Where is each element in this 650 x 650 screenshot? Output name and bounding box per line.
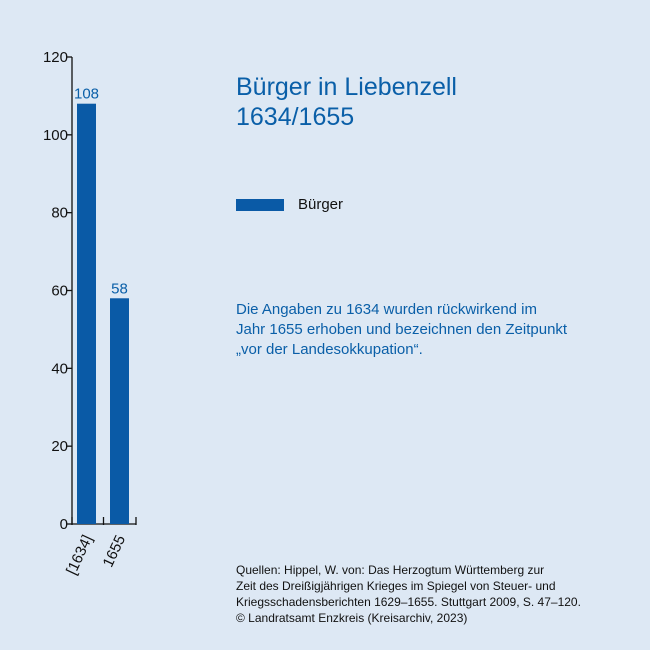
note-line: Jahr 1655 erhoben und bezeichnen den Zei… bbox=[236, 321, 568, 338]
y-axis: 0 20 40 60 80 100 120 bbox=[43, 49, 73, 533]
copyright-line: © Landratsamt Enzkreis (Kreisarchiv, 202… bbox=[236, 611, 468, 625]
y-tick-label: 20 bbox=[51, 438, 68, 455]
y-tick-label: 120 bbox=[43, 49, 68, 66]
bar-value-label: 108 bbox=[74, 86, 99, 103]
x-tick-label: 1655 bbox=[100, 533, 130, 570]
source-line: Kriegsschadensberichten 1629–1655. Stutt… bbox=[236, 595, 581, 609]
y-tick-label: 80 bbox=[51, 205, 68, 222]
bars bbox=[77, 103, 129, 524]
y-tick-label: 60 bbox=[51, 283, 68, 300]
chart-subtitle-line: 1634/1655 bbox=[236, 103, 355, 131]
bar-value-label: 58 bbox=[111, 280, 128, 297]
x-axis: [1634] 1655 bbox=[63, 517, 137, 578]
legend-swatch bbox=[236, 198, 284, 211]
y-tick-label: 100 bbox=[43, 127, 68, 144]
bar bbox=[77, 103, 96, 524]
note-line: „vor der Landesokkupation“. bbox=[236, 341, 423, 358]
data-labels: 108 58 bbox=[74, 86, 128, 298]
y-tick-label: 0 bbox=[60, 516, 68, 533]
source-line: Quellen: Hippel, W. von: Das Herzogtum W… bbox=[236, 563, 545, 577]
chart-note: Die Angaben zu 1634 wurden rückwirkend i… bbox=[236, 300, 616, 360]
legend-label: Bürger bbox=[298, 196, 344, 213]
note-line: Die Angaben zu 1634 wurden rückwirkend i… bbox=[236, 301, 538, 318]
source-citation: Quellen: Hippel, W. von: Das Herzogtum W… bbox=[236, 562, 636, 626]
chart-title-line: Bürger in Liebenzell bbox=[236, 73, 457, 101]
chart-title: Bürger in Liebenzell 1634/1655 bbox=[236, 72, 457, 132]
legend: Bürger bbox=[236, 196, 343, 213]
source-line: Zeit des Dreißigjährigen Krieges im Spie… bbox=[236, 579, 556, 593]
bar bbox=[110, 298, 129, 524]
y-tick-label: 40 bbox=[51, 360, 68, 377]
x-tick-label: [1634] bbox=[63, 533, 96, 578]
